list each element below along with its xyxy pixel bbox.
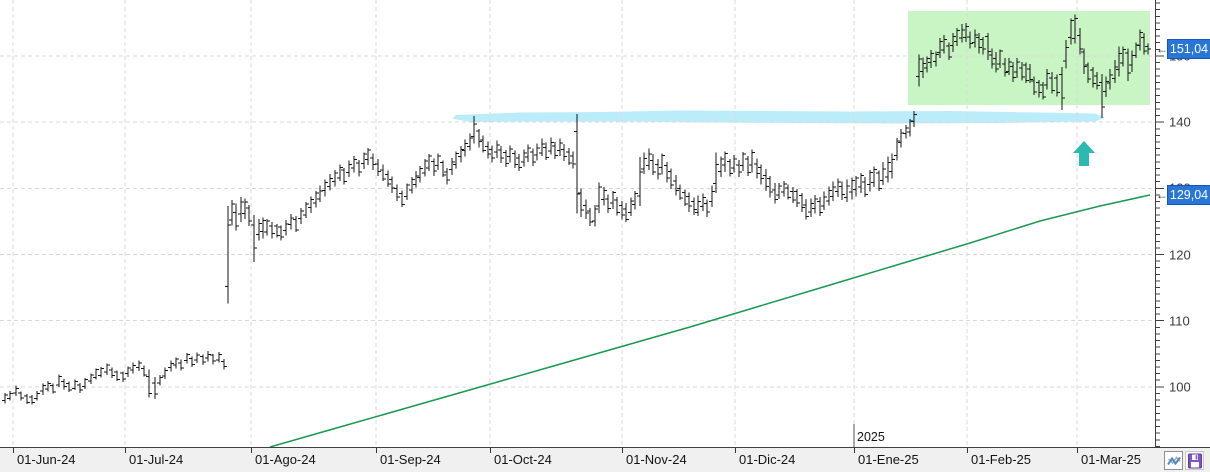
indicator-panel-button[interactable] — [1164, 451, 1183, 470]
moving-average-line — [269, 194, 1151, 447]
price-axis-label: 120 — [1169, 247, 1191, 262]
time-axis-label: 01-Jul-24 — [129, 452, 184, 467]
time-axis-tick — [125, 448, 126, 453]
time-axis-label: 01-Dic-24 — [739, 452, 796, 467]
time-axis-label: 01-Jun-24 — [17, 452, 76, 467]
time-axis-tick — [1077, 448, 1078, 453]
time-axis-label: 01-Sep-24 — [380, 452, 441, 467]
price-marker-arrow-icon: ← — [1156, 42, 1168, 57]
time-axis-label: 01-Ene-25 — [858, 452, 919, 467]
time-axis-label: 01-Oct-24 — [494, 452, 552, 467]
price-chart-canvas[interactable] — [0, 0, 1155, 447]
price-axis-label: 100 — [1169, 379, 1191, 395]
indicator-value-badge: 129,04 — [1167, 184, 1210, 205]
time-axis-label: 01-Nov-24 — [626, 452, 687, 467]
resistance-highlight — [452, 110, 1105, 124]
consolidation-highlight-box — [908, 11, 1150, 105]
time-axis-label: 01-Ago-24 — [255, 452, 316, 467]
time-axis-label: 01-Feb-25 — [971, 452, 1031, 467]
gridlines — [0, 0, 1155, 447]
time-axis-tick — [967, 448, 968, 453]
time-axis-tick — [490, 448, 491, 453]
time-axis-tick — [376, 448, 377, 453]
time-axis-tick — [735, 448, 736, 453]
time-axis-tick — [251, 448, 252, 453]
price-axis[interactable]: 150140130120110100← 151,04 ← 129,04 — [1155, 0, 1210, 447]
time-axis[interactable]: 01-Jun-24 01-Jul-24 01-Ago-24 01-Sep-24 01-O… — [0, 447, 1210, 472]
ohlc-bars — [2, 14, 1151, 405]
year-separator-label: 2025 — [857, 430, 885, 444]
floppy-disk-icon — [1187, 453, 1202, 468]
price-axis-ticks — [1156, 2, 1164, 447]
time-axis-tick — [854, 448, 855, 453]
price-marker-arrow-icon: ← — [1156, 187, 1168, 202]
time-axis-tick — [622, 448, 623, 453]
buy-signal-arrow-icon — [1073, 141, 1095, 166]
price-axis-label: 140 — [1169, 114, 1191, 130]
last-price-badge: 151,04 — [1167, 39, 1210, 60]
time-axis-label: 01-Mar-25 — [1081, 452, 1141, 467]
save-chart-button[interactable] — [1185, 451, 1204, 470]
zigzag-chart-icon — [1166, 455, 1181, 465]
time-axis-tick — [13, 448, 14, 453]
price-axis-label: 110 — [1169, 313, 1190, 329]
